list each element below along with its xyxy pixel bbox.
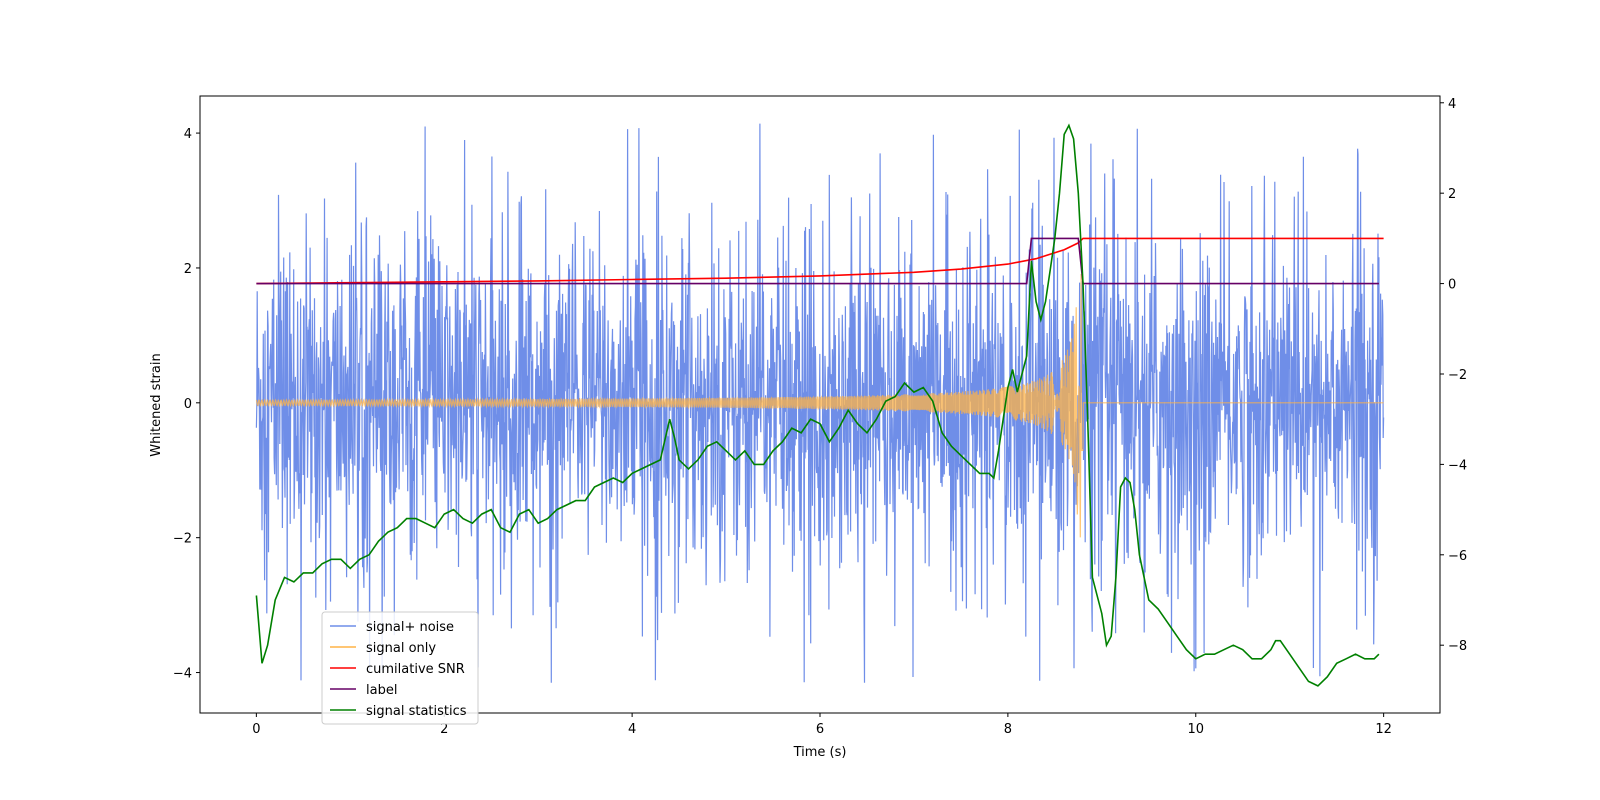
series-signal-only: [255, 273, 1384, 538]
legend-entry: cumilative SNR: [366, 662, 465, 677]
x-tick-label: 8: [1004, 722, 1012, 737]
y2-tick-label: 0: [1448, 278, 1456, 293]
x-tick-label: 12: [1375, 722, 1392, 737]
x-tick-label: 0: [252, 722, 260, 737]
y-tick-label: 2: [184, 262, 192, 277]
legend-entry: signal only: [366, 641, 436, 656]
y-tick-label: −4: [173, 667, 192, 682]
y2-tick-label: −4: [1448, 458, 1467, 473]
y-tick-label: −2: [173, 532, 192, 547]
y-axis-left: −4 −2 0 2 4: [173, 127, 200, 682]
x-tick-label: 2: [440, 722, 448, 737]
y2-tick-label: 4: [1448, 97, 1456, 112]
y-axis-label: Whitened strain: [149, 353, 164, 456]
series-signal-statistics: [255, 123, 1380, 687]
series-layer: [255, 123, 1385, 687]
legend-entry: signal statistics: [366, 704, 467, 719]
legend-box: [321, 611, 479, 725]
y2-tick-label: −6: [1448, 549, 1467, 564]
y-tick-label: 0: [184, 397, 192, 412]
x-tick-label: 10: [1187, 722, 1204, 737]
y2-tick-label: −2: [1448, 368, 1467, 383]
x-tick-label: 6: [816, 722, 824, 737]
series-signal-noise: [255, 123, 1385, 683]
legend: signal+ noise signal only cumilative SNR la…: [321, 611, 479, 725]
y2-tick-label: −8: [1448, 639, 1467, 654]
y-axis-right: −8 −6 −4 −2 0 2 4: [1440, 97, 1467, 654]
series-cumulative-snr: [256, 237, 1384, 285]
y-tick-label: 4: [184, 127, 192, 142]
x-axis-label: Time (s): [793, 745, 847, 760]
legend-entry: signal+ noise: [366, 620, 454, 635]
x-tick-label: 4: [628, 722, 636, 737]
legend-entry: label: [366, 683, 397, 698]
y2-tick-label: 2: [1448, 187, 1456, 202]
